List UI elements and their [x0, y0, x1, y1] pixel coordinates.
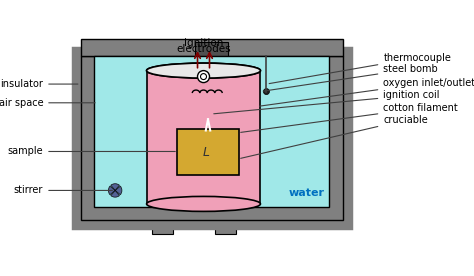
Wedge shape: [111, 190, 119, 197]
Text: insulator: insulator: [0, 79, 78, 89]
Text: air space: air space: [0, 98, 95, 108]
Ellipse shape: [146, 63, 260, 78]
FancyBboxPatch shape: [216, 221, 237, 234]
Bar: [81, 39, 343, 55]
Ellipse shape: [146, 197, 260, 211]
Bar: [146, 71, 260, 204]
FancyBboxPatch shape: [176, 129, 239, 176]
Text: ignition: ignition: [184, 38, 223, 48]
Text: steel bomb: steel bomb: [263, 64, 438, 91]
Ellipse shape: [146, 63, 260, 78]
Circle shape: [198, 71, 210, 83]
Bar: [81, 55, 343, 221]
Text: cotton filament: cotton filament: [241, 103, 458, 132]
Text: cruciable: cruciable: [241, 115, 428, 158]
Wedge shape: [111, 184, 119, 190]
Text: thermocouple: thermocouple: [269, 53, 451, 84]
Text: water: water: [289, 189, 325, 198]
FancyBboxPatch shape: [152, 221, 173, 234]
Text: ignition coil: ignition coil: [214, 90, 440, 114]
Text: L: L: [203, 146, 210, 159]
Text: stirrer: stirrer: [14, 185, 112, 195]
Bar: [94, 55, 329, 207]
FancyBboxPatch shape: [195, 42, 228, 55]
Wedge shape: [109, 186, 115, 195]
Wedge shape: [115, 186, 122, 195]
Text: sample: sample: [8, 147, 175, 156]
Text: electrodes: electrodes: [176, 44, 231, 54]
Circle shape: [264, 89, 269, 95]
Bar: [94, 55, 329, 207]
Text: oxygen inlet/outlet: oxygen inlet/outlet: [259, 78, 474, 106]
